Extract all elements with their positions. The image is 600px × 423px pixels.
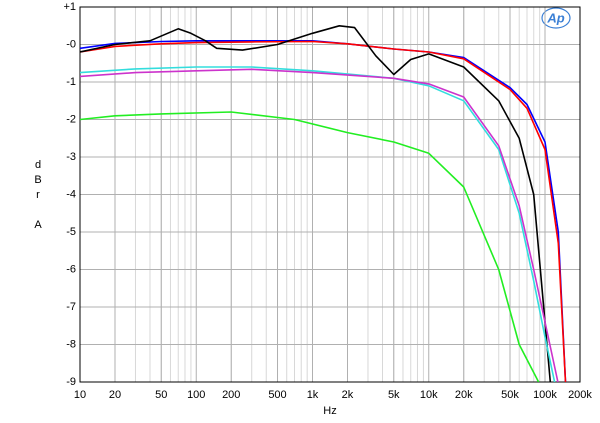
x-tick-label: 100k bbox=[533, 389, 557, 401]
series-line bbox=[80, 111, 540, 382]
logo-ring bbox=[541, 7, 571, 29]
x-tick-label: 50 bbox=[155, 389, 167, 401]
x-tick-label: 200k bbox=[568, 389, 592, 401]
x-tick-label: 100 bbox=[187, 389, 205, 401]
series-line bbox=[80, 40, 567, 382]
y-tick-label: -5 bbox=[66, 226, 76, 238]
y-axis-label-char: A bbox=[34, 219, 42, 231]
y-tick-label: -3 bbox=[66, 151, 76, 163]
x-tick-label: 20k bbox=[455, 389, 473, 401]
y-axis-label-char bbox=[36, 204, 39, 216]
y-tick-label: -0 bbox=[66, 38, 76, 50]
series-line bbox=[80, 25, 552, 382]
plot-border bbox=[79, 6, 581, 383]
x-tick-label: 10 bbox=[74, 389, 86, 401]
y-tick-label: +1 bbox=[63, 1, 76, 13]
x-tick-label: 500 bbox=[268, 389, 286, 401]
x-axis-label: Hz bbox=[323, 405, 336, 417]
series-line bbox=[80, 66, 556, 382]
x-tick-label: 20 bbox=[109, 389, 121, 401]
y-tick-label: -6 bbox=[66, 263, 76, 275]
y-tick-label: -9 bbox=[66, 376, 76, 388]
y-axis-label-char: B bbox=[34, 174, 41, 186]
y-tick-label: -8 bbox=[66, 338, 76, 350]
y-tick-label: -4 bbox=[66, 188, 76, 200]
y-axis-label-char: d bbox=[35, 159, 41, 171]
y-tick-label: -1 bbox=[66, 76, 76, 88]
y-tick-label: -7 bbox=[66, 301, 76, 313]
y-tick-label: -2 bbox=[66, 113, 76, 125]
x-tick-label: 200 bbox=[222, 389, 240, 401]
logo: Ap bbox=[546, 10, 564, 25]
x-tick-label: 2k bbox=[342, 389, 354, 401]
x-tick-label: 10k bbox=[420, 389, 438, 401]
x-tick-label: 1k bbox=[307, 389, 319, 401]
x-tick-label: 50k bbox=[501, 389, 519, 401]
y-axis-label-char: r bbox=[36, 189, 40, 201]
x-tick-label: 5k bbox=[388, 389, 400, 401]
series-line bbox=[80, 68, 559, 382]
